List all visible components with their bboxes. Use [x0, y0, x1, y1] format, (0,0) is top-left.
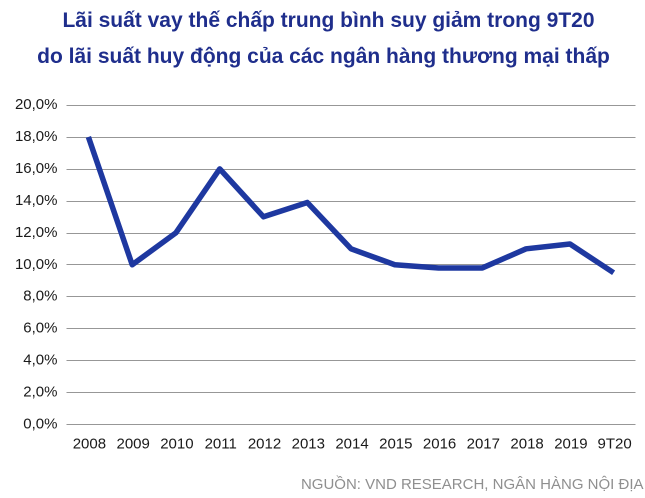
- svg-text:14,0%: 14,0%: [15, 192, 58, 209]
- svg-text:2016: 2016: [423, 436, 456, 453]
- svg-text:6,0%: 6,0%: [23, 320, 57, 337]
- svg-text:2019: 2019: [554, 436, 587, 453]
- svg-text:2013: 2013: [292, 436, 325, 453]
- svg-text:2012: 2012: [248, 436, 281, 453]
- svg-text:2008: 2008: [73, 436, 106, 453]
- svg-text:2015: 2015: [379, 436, 412, 453]
- svg-text:9T20: 9T20: [597, 436, 631, 453]
- svg-text:20,0%: 20,0%: [15, 96, 58, 113]
- svg-text:4,0%: 4,0%: [23, 352, 57, 369]
- svg-text:2017: 2017: [467, 436, 500, 453]
- svg-text:2014: 2014: [335, 436, 368, 453]
- svg-text:8,0%: 8,0%: [23, 288, 57, 305]
- svg-text:18,0%: 18,0%: [15, 128, 58, 145]
- svg-text:2,0%: 2,0%: [23, 384, 57, 401]
- svg-text:10,0%: 10,0%: [15, 256, 58, 273]
- svg-text:0,0%: 0,0%: [23, 416, 57, 433]
- svg-text:NGUỒN: VND RESEARCH, NGÂN HÀNG: NGUỒN: VND RESEARCH, NGÂN HÀNG NỘI ĐỊA: [301, 475, 644, 493]
- svg-text:2010: 2010: [160, 436, 193, 453]
- svg-text:16,0%: 16,0%: [15, 160, 58, 177]
- svg-text:2018: 2018: [510, 436, 543, 453]
- svg-text:12,0%: 12,0%: [15, 224, 58, 241]
- svg-text:2009: 2009: [117, 436, 150, 453]
- svg-text:2011: 2011: [205, 436, 237, 453]
